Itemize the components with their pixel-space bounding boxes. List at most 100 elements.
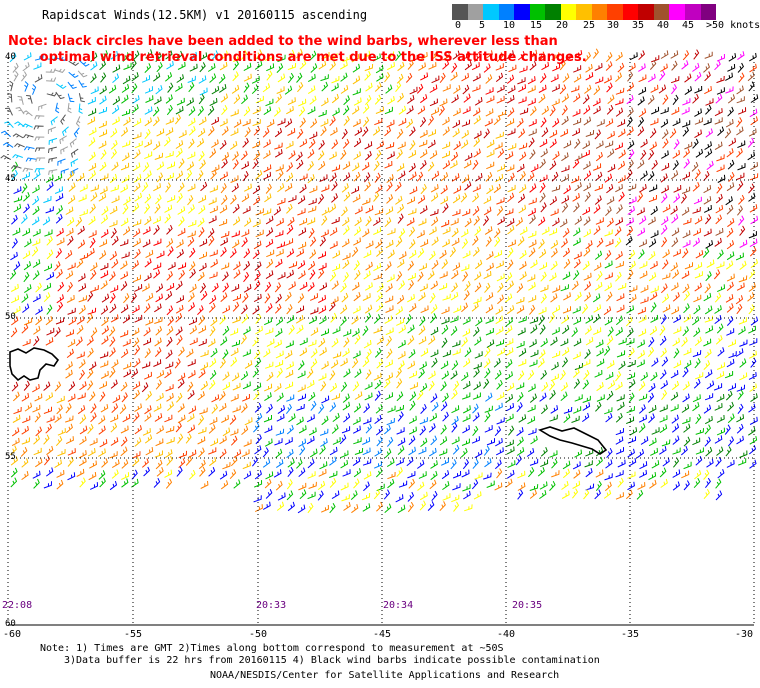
wind-barb [331, 424, 339, 434]
wind-barb [618, 337, 627, 345]
wind-barb [683, 423, 691, 433]
wind-barb [561, 116, 569, 126]
wind-barb [551, 98, 560, 107]
wind-barb [527, 369, 535, 381]
wind-barb [264, 392, 272, 402]
wind-barb [285, 140, 294, 149]
wind-barb [495, 260, 504, 269]
wind-barb [141, 382, 149, 393]
wind-barb [405, 72, 413, 83]
wind-barb [22, 339, 31, 347]
wind-barb [442, 84, 451, 92]
wind-barb [233, 479, 241, 489]
wind-barb [617, 282, 627, 290]
wind-barb [70, 167, 79, 176]
wind-barb [123, 293, 130, 304]
wind-barb [694, 470, 702, 480]
wind-barb [45, 206, 54, 214]
wind-barb [418, 139, 428, 147]
wind-barb [209, 148, 217, 159]
wind-barb [606, 82, 613, 93]
wind-barb [451, 360, 459, 371]
wind-barb [704, 369, 713, 379]
wind-barb [130, 59, 137, 70]
wind-barb [496, 52, 504, 63]
wind-barb [307, 205, 317, 213]
wind-barb [175, 313, 183, 323]
wind-barb [131, 469, 138, 480]
wind-barb [286, 490, 294, 501]
wind-barb [286, 448, 294, 459]
wind-barb [299, 337, 308, 346]
wind-barb [352, 75, 361, 85]
wind-barb [583, 216, 591, 226]
wind-barb [495, 339, 505, 347]
wind-barb [739, 339, 748, 347]
wind-barb [473, 491, 482, 500]
wind-barb [505, 371, 513, 381]
wind-barb [255, 413, 263, 423]
wind-barb [571, 280, 579, 291]
wind-barb [188, 317, 197, 326]
wind-barb [747, 137, 755, 148]
wind-barb [626, 406, 635, 414]
wind-barb [705, 104, 712, 115]
wind-barb [442, 226, 451, 235]
wind-barb [396, 427, 405, 435]
wind-barb [31, 84, 37, 95]
wind-barb [31, 246, 39, 257]
wind-barb [352, 305, 361, 314]
wind-barb [603, 306, 612, 316]
wind-barb [262, 128, 270, 138]
wind-barb [66, 294, 75, 303]
wind-barb [385, 327, 394, 336]
wind-barb [132, 50, 140, 61]
wind-barb [68, 381, 76, 392]
wind-barb [211, 85, 220, 95]
wind-barb [560, 284, 569, 292]
wind-barb [552, 118, 560, 128]
wind-barb [43, 263, 53, 272]
wind-barb [574, 182, 582, 192]
wind-barb [317, 480, 326, 491]
wind-barb [548, 380, 556, 391]
wind-barb [574, 362, 583, 371]
wind-barb [573, 73, 582, 83]
wind-barb [308, 138, 316, 149]
wind-barb [715, 456, 722, 467]
wind-barb [145, 292, 154, 302]
wind-barb [638, 381, 646, 391]
wind-barb [100, 229, 109, 238]
wind-barb [133, 118, 142, 127]
wind-barb [296, 72, 303, 83]
wind-barb [120, 446, 128, 457]
wind-barb [659, 467, 667, 478]
wind-barb [219, 435, 227, 445]
wind-barb [637, 227, 646, 237]
wind-barb [65, 415, 74, 423]
wind-barb [320, 381, 327, 392]
wind-barb [90, 269, 97, 280]
wind-barb [252, 140, 261, 149]
wind-barb [175, 83, 183, 92]
wind-barb [297, 82, 304, 93]
wind-barb [748, 282, 756, 292]
wind-barb [200, 290, 208, 301]
wind-barb [144, 405, 152, 415]
wind-barb [197, 217, 205, 227]
wind-barb [109, 347, 116, 358]
wind-barb [374, 379, 382, 390]
wind-barb [453, 501, 460, 512]
wind-barb [123, 362, 132, 370]
wind-barb [419, 425, 426, 436]
wind-barb [75, 336, 83, 347]
wind-barb [110, 314, 119, 323]
wind-barb [551, 458, 558, 469]
wind-barb [178, 269, 185, 280]
wind-barb [276, 413, 285, 422]
wind-barb [133, 132, 142, 140]
wind-barb [505, 293, 513, 303]
wind-barb [471, 302, 479, 312]
wind-barb [241, 237, 248, 248]
wind-barb [353, 260, 360, 271]
